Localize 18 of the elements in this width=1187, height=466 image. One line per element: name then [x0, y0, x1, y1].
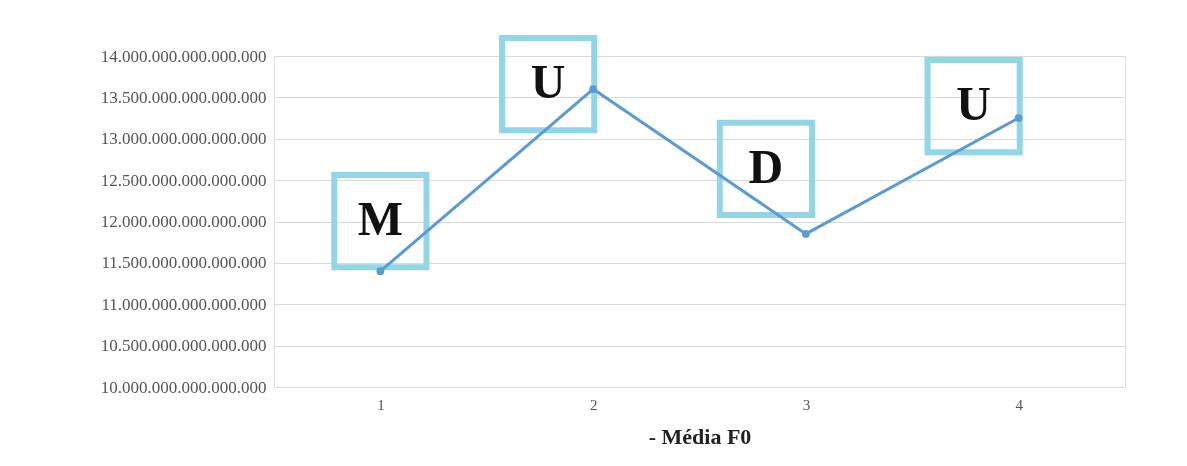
y-tick-label: 12.500.000.000.000.000 [100, 170, 267, 190]
y-tick-label: 14.000.000.000.000.000 [100, 46, 267, 66]
y-tick-label: 12.000.000.000.000.000 [100, 212, 267, 231]
x-tick-label: 2 [589, 396, 598, 413]
y-tick-label: 13.500.000.000.000.000 [100, 87, 267, 107]
x-axis-title: - Média F0 [648, 423, 752, 449]
y-tick-label: 11.500.000.000.000.000 [101, 253, 267, 273]
x-tick-label: 1 [377, 396, 385, 413]
x-tick-label: 3 [802, 396, 811, 413]
x-tick-label: 4 [1015, 396, 1024, 413]
annotation: U [956, 77, 991, 131]
annotation: D [748, 139, 784, 193]
y-tick-label: 11.000.000.000.000.000 [101, 294, 267, 314]
y-tick-label: 13.000.000.000.000.000 [100, 129, 267, 149]
annotation: U [530, 55, 566, 109]
y-tick-label: 10.500.000.000.000.000 [100, 336, 267, 356]
y-tick-label: 10.000.000.000.000.000 [100, 377, 267, 397]
annotation: M [357, 192, 404, 246]
